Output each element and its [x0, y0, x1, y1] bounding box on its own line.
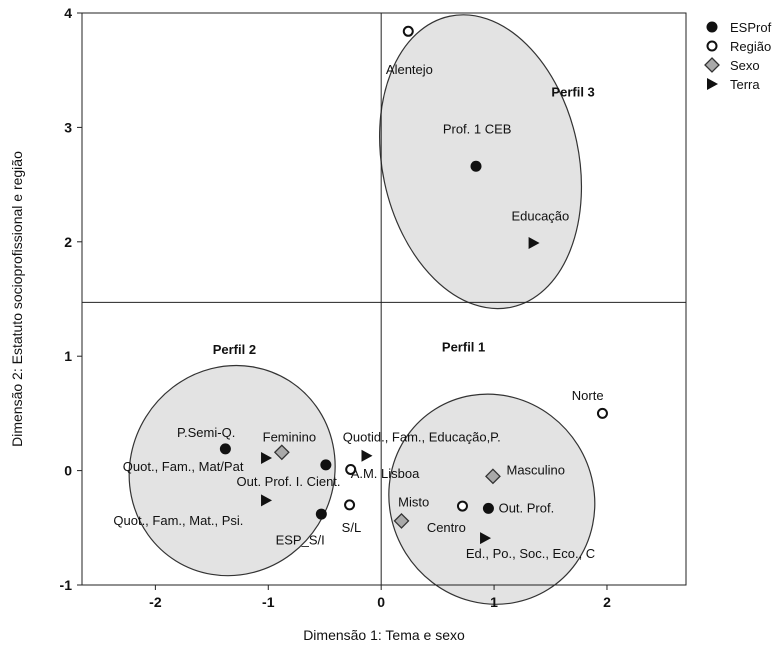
y-tick-label: 4: [64, 5, 72, 21]
data-point-label: Norte: [572, 388, 604, 403]
y-tick-label: 0: [64, 463, 72, 479]
data-point: [393, 513, 410, 529]
data-point: [320, 459, 332, 471]
profile-label: Perfil 1: [442, 340, 485, 355]
y-tick-label: 2: [64, 234, 72, 250]
data-point: [361, 449, 373, 462]
profile-label: Perfil 3: [551, 85, 594, 100]
data-point-label: A.M. Lisboa: [351, 466, 420, 481]
data-point: [261, 494, 273, 507]
point-labels: Prof. 1 CEB P.Semi-Q. Out. Prof. I. Cient.…: [113, 62, 603, 561]
data-point-label: Quot., Fam., Mat/Pat: [123, 459, 244, 474]
data-point-label: Quot., Fam., Mat., Psi.: [113, 513, 243, 528]
profile-label: Perfil 2: [213, 342, 256, 357]
data-point-label: Prof. 1 CEB: [443, 122, 512, 137]
data-point-label: Misto: [398, 495, 429, 510]
data-point: [273, 444, 290, 461]
data-point-label: Out. Prof.: [499, 500, 555, 515]
data-point-label: Educação: [511, 209, 569, 224]
x-tick-label: 2: [603, 594, 611, 610]
data-point: [596, 407, 608, 419]
data-points: [219, 25, 608, 545]
legend-label: Sexo: [730, 58, 760, 73]
legend-marker: [704, 57, 720, 73]
data-point: [402, 25, 414, 37]
profile-ellipses: [128, 14, 596, 605]
data-point: [482, 502, 494, 514]
legend-label: Região: [730, 39, 771, 54]
x-axis-title: Dimensão 1: Tema e sexo: [303, 627, 465, 643]
data-point-label: Quotid., Fam., Educação,P.: [343, 429, 501, 444]
legend-label: Terra: [730, 77, 760, 92]
data-point-label: Masculino: [506, 463, 565, 478]
data-point-label: Out. Prof. I. Cient.: [236, 474, 340, 489]
profile-ellipse-1: [378, 14, 583, 310]
y-axis-title: Dimensão 2: Estatuto socioprofissional e…: [9, 151, 25, 447]
data-point: [315, 508, 327, 520]
data-point: [219, 443, 231, 455]
data-point: [345, 463, 357, 475]
y-tick-label: 1: [64, 348, 72, 364]
data-point: [485, 468, 501, 485]
axis-ticks: -2 -1 0 1 2 -1 0 1 2 3 4: [60, 5, 612, 610]
profile-ellipse-2: [128, 364, 336, 577]
x-tick-label: 0: [377, 594, 385, 610]
legend: ESProf Região Sexo Terra: [704, 20, 772, 92]
data-point-label: Feminino: [263, 429, 316, 444]
x-tick-label: -2: [149, 594, 162, 610]
reference-lines: [82, 13, 686, 585]
data-point: [344, 499, 356, 511]
data-point-label: S/L: [342, 520, 362, 535]
data-point: [470, 160, 482, 172]
plot-frame: [81, 12, 687, 586]
y-tick-label: 3: [64, 119, 72, 135]
data-point-label: Alentejo: [386, 62, 433, 77]
x-tick-label: 1: [490, 594, 498, 610]
legend-marker: [706, 21, 718, 33]
data-point-label: Centro: [427, 520, 466, 535]
data-point-label: ESP_S/I: [276, 532, 325, 547]
data-point-label: Ed., Po., Soc., Eco., C: [466, 546, 595, 561]
data-point: [456, 500, 468, 512]
data-point: [261, 452, 273, 465]
profile-ellipse-3: [388, 393, 596, 605]
legend-marker: [706, 40, 718, 52]
profile-labels: Perfil 3 Perfil 2 Perfil 1: [213, 85, 595, 357]
x-tick-label: -1: [262, 594, 275, 610]
y-tick-label: -1: [60, 577, 73, 593]
data-point: [480, 532, 492, 545]
data-point: [528, 236, 540, 249]
data-point-label: P.Semi-Q.: [177, 425, 235, 440]
legend-label: ESProf: [730, 20, 772, 35]
legend-marker: [707, 78, 718, 90]
